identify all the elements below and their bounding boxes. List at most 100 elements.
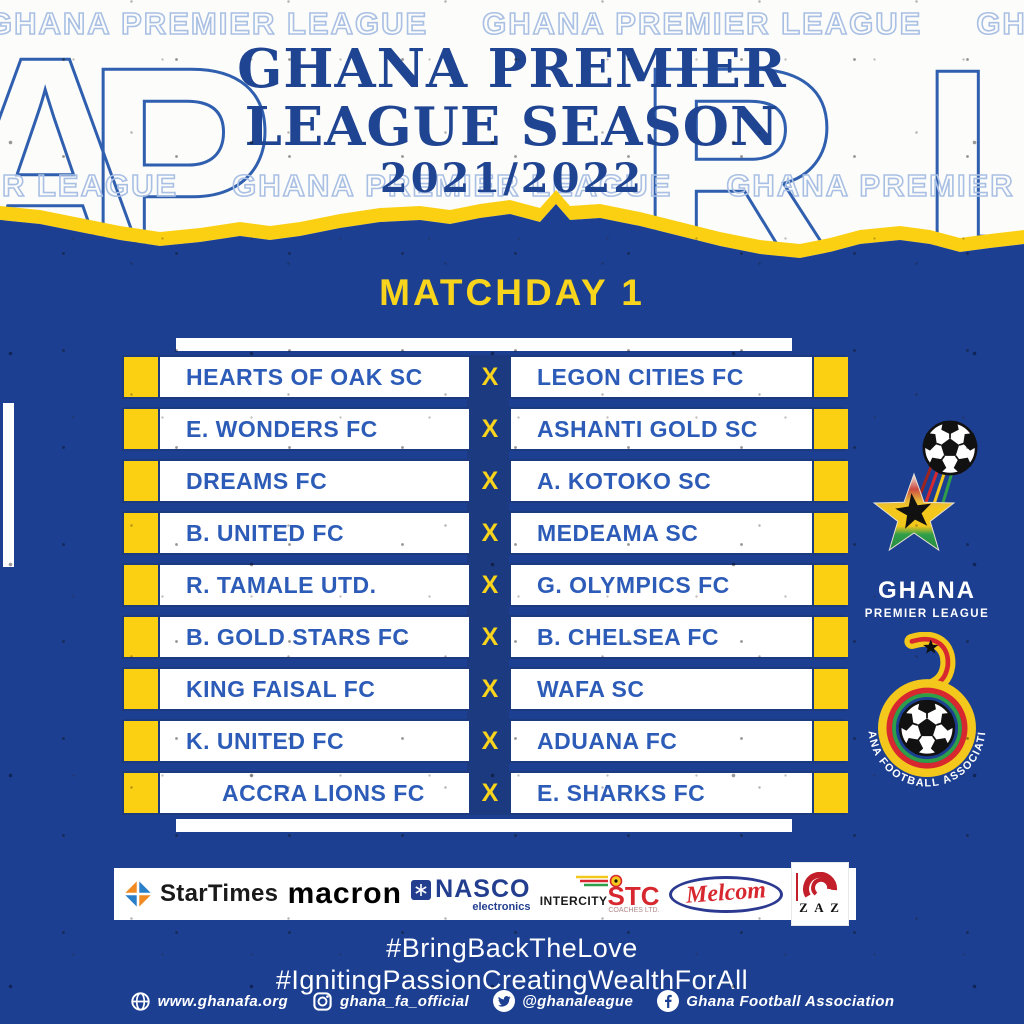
fixture-row: KING FAISAL FC X WAFA SC <box>122 667 848 711</box>
fixtures-table: HEARTS OF OAK SC X LEGON CITIES FC E. WO… <box>122 338 848 832</box>
instagram-label: ghana_fa_official <box>340 992 470 1010</box>
sponsor-nasco-sublabel: electronics <box>472 901 531 913</box>
home-team: R. TAMALE UTD. <box>186 571 377 598</box>
away-team: WAFA SC <box>537 675 645 702</box>
row-accent-left <box>124 409 160 449</box>
table-frame-top <box>176 338 792 351</box>
versus-cell: X <box>469 669 511 709</box>
versus-cell: X <box>469 721 511 761</box>
ghana-football-association-logo-icon: GHANA FOOTBALL ASSOCIATION <box>856 623 987 790</box>
away-team: MEDEAMA SC <box>537 519 699 546</box>
sponsor-startimes: StarTimes <box>122 878 278 910</box>
table-frame-bottom <box>176 819 792 832</box>
left-accent-bar <box>3 403 14 567</box>
fixture-row: K. UNITED FC X ADUANA FC <box>122 719 848 763</box>
fixture-row: E. WONDERS FC X ASHANTI GOLD SC <box>122 407 848 451</box>
zaz-crescent-icon <box>803 872 838 898</box>
ghana-premier-league-logo-icon <box>872 419 980 552</box>
row-accent-left <box>124 513 160 553</box>
row-accent-right <box>812 461 848 501</box>
hashtag-line-1: #BringBackTheLove <box>386 933 638 963</box>
row-accent-left <box>124 773 160 813</box>
row-accent-right <box>812 409 848 449</box>
sponsor-nasco-label: NASCO <box>435 875 531 903</box>
title-line-2: LEAGUE SEASON <box>244 96 780 159</box>
home-team: B. GOLD STARS FC <box>186 623 410 650</box>
social-row: www.ghanafa.org ghana_fa_official @ghana… <box>0 990 1024 1012</box>
away-team: LEGON CITIES FC <box>537 363 744 390</box>
facebook-icon <box>657 990 680 1012</box>
fixture-row: R. TAMALE UTD. X G. OLYMPICS FC <box>122 563 848 607</box>
versus-cell: X <box>469 565 511 605</box>
home-team: DREAMS FC <box>186 467 328 494</box>
facebook-label: Ghana Football Association <box>686 992 895 1010</box>
website-label: www.ghanafa.org <box>157 992 289 1010</box>
away-team: ASHANTI GOLD SC <box>537 415 758 442</box>
row-accent-left <box>124 357 160 397</box>
twitter-icon <box>493 990 516 1012</box>
away-team: G. OLYMPICS FC <box>537 571 730 598</box>
row-accent-right <box>812 513 848 553</box>
row-accent-right <box>812 669 848 709</box>
row-accent-left <box>124 669 160 709</box>
league-logo-name: GHANA <box>878 577 976 604</box>
sponsor-startimes-label: StarTimes <box>160 880 279 907</box>
versus-cell: X <box>469 409 511 449</box>
sponsor-melcom: Melcom <box>668 875 783 913</box>
header-band: A P R L GHANA PREMIER LEAGUE GHANA PREMIE… <box>0 0 1024 272</box>
row-accent-right <box>812 565 848 605</box>
sponsor-stc-sublabel: COACHES LTD. <box>608 906 660 914</box>
instagram-icon <box>313 991 332 1011</box>
versus-cell: X <box>469 513 511 553</box>
sponsor-intercity-label: INTERCITY <box>539 894 608 909</box>
sponsor-intercity-stc: INTERCITY STC COACHES LTD. <box>539 874 660 914</box>
fixture-row: DREAMS FC X A. KOTOKO SC <box>122 459 848 503</box>
row-accent-right <box>812 721 848 761</box>
sponsor-nasco: NASCO electronics <box>411 875 530 913</box>
row-accent-right <box>812 773 848 813</box>
marquee-top: GHANA PREMIER LEAGUE GHANA PREMIER LEAGUE… <box>0 5 1024 42</box>
startimes-icon <box>122 878 154 910</box>
row-accent-left <box>124 721 160 761</box>
home-team: HEARTS OF OAK SC <box>186 363 423 390</box>
away-team: B. CHELSEA FC <box>537 623 719 650</box>
facebook-item: Ghana Football Association <box>657 990 894 1012</box>
row-accent-left <box>124 617 160 657</box>
sponsor-strip: StarTimes macron NASCO electronic <box>114 863 856 925</box>
home-team: B. UNITED FC <box>186 519 345 546</box>
nasco-snowflake-icon <box>411 879 432 900</box>
home-team: ACCRA LIONS FC <box>222 779 425 806</box>
fixture-row: HEARTS OF OAK SC X LEGON CITIES FC <box>122 355 848 399</box>
versus-cell: X <box>469 617 511 657</box>
home-team: KING FAISAL FC <box>186 675 376 702</box>
fixture-row: ACCRA LIONS FC X E. SHARKS FC <box>122 771 848 815</box>
sponsor-stc-label: STC <box>607 881 660 912</box>
matchday-title: MATCHDAY 1 <box>379 272 645 313</box>
versus-cell: X <box>469 357 511 397</box>
sponsor-macron-label: macron <box>287 877 402 910</box>
away-team: E. SHARKS FC <box>537 779 706 806</box>
website-item: www.ghanafa.org <box>130 991 288 1012</box>
away-team: ADUANA FC <box>537 727 678 754</box>
row-accent-left <box>124 565 160 605</box>
fixture-row: B. GOLD STARS FC X B. CHELSEA FC <box>122 615 848 659</box>
row-accent-right <box>812 617 848 657</box>
league-logo-tagline: PREMIER LEAGUE <box>864 608 990 620</box>
sponsor-zaz: Z A Z <box>792 863 848 925</box>
versus-cell: X <box>469 461 511 501</box>
sponsor-melcom-label: Melcom <box>684 876 767 909</box>
row-accent-right <box>812 357 848 397</box>
twitter-item: @ghanaleague <box>493 990 633 1012</box>
hashtags: #BringBackTheLove #IgnitingPassionCreati… <box>0 932 1024 997</box>
versus-cell: X <box>469 773 511 813</box>
poster-title: GHANA PREMIER LEAGUE SEASON 2021/2022 <box>0 40 1024 199</box>
fixture-row: B. UNITED FC X MEDEAMA SC <box>122 511 848 555</box>
season-label: 2021/2022 <box>379 154 645 202</box>
away-team: A. KOTOKO SC <box>537 467 712 494</box>
row-accent-left <box>124 461 160 501</box>
home-team: E. WONDERS FC <box>186 415 378 442</box>
stc-wing-icon <box>575 874 622 888</box>
globe-icon <box>130 991 150 1011</box>
instagram-item: ghana_fa_official <box>312 991 469 1012</box>
